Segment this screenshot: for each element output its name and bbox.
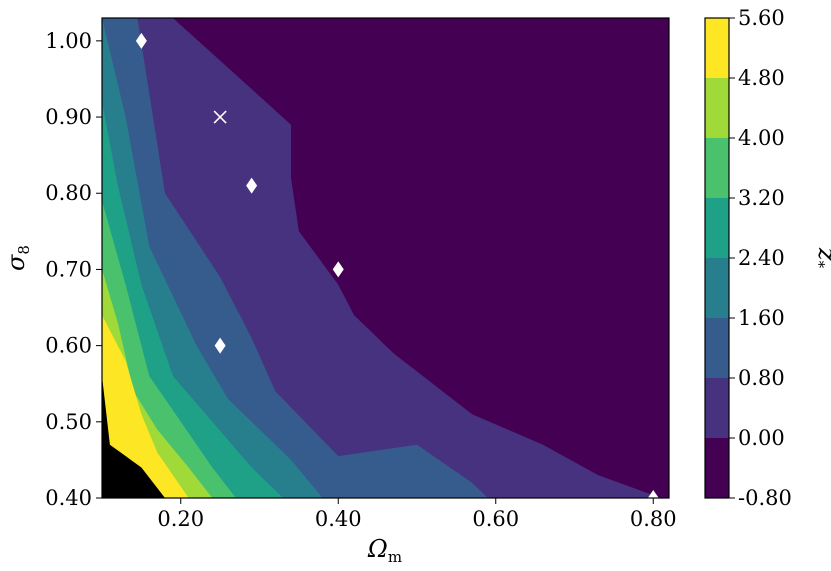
y-tick-label: 0.60 — [45, 334, 92, 358]
y-tick-label: 1.00 — [45, 29, 92, 53]
x-tick-label: 0.60 — [472, 507, 519, 531]
data-markers — [135, 32, 659, 498]
colorbar-tick-label: 4.00 — [738, 126, 785, 150]
x-tick-label: 0.80 — [630, 507, 677, 531]
colorbar-tick-label: 2.40 — [738, 246, 785, 270]
colorbar-segment — [705, 258, 729, 318]
colorbar-tick-label: 4.80 — [738, 66, 785, 90]
marker-diamond — [246, 177, 258, 194]
plot-frame — [101, 17, 670, 499]
y-tick-label: 0.70 — [45, 257, 92, 281]
y-tick-label: 0.90 — [45, 105, 92, 129]
marker-diamond — [647, 490, 659, 498]
colorbar-tick-label: 3.20 — [738, 186, 785, 210]
colorbar-segment — [705, 198, 729, 258]
colorbar-tick-label: 0.80 — [738, 366, 785, 390]
colorbar-segment — [705, 78, 729, 138]
x-axis-label: Ωm — [367, 535, 402, 566]
colorbar-tick-label: 5.60 — [738, 6, 785, 30]
y-tick-label: 0.80 — [45, 181, 92, 205]
y-axis-label: σ8 — [2, 245, 33, 271]
colorbar-label: z* — [810, 247, 831, 269]
colorbar-ticks: -0.80 0.00 0.80 1.60 2.40 3.20 4.00 4.80 5.60 — [729, 6, 792, 510]
colorbar-tick-label: 1.60 — [738, 306, 785, 330]
marker-diamond — [214, 337, 226, 354]
y-axis: 0.40 0.50 0.60 0.70 0.80 0.90 1.00 — [45, 29, 102, 510]
colorbar-segment — [705, 318, 729, 378]
colorbar-segment — [705, 438, 729, 498]
x-axis: 0.20 0.40 0.60 0.80 — [157, 498, 677, 531]
y-tick-label: 0.40 — [45, 486, 92, 510]
x-tick-label: 0.40 — [315, 507, 362, 531]
colorbar-segment — [705, 378, 729, 438]
marker-diamond — [332, 261, 344, 278]
contour-band-7 — [102, 315, 189, 498]
colorbar-segment — [705, 18, 729, 78]
colorbar-tick-label: -0.80 — [738, 486, 792, 510]
x-tick-label: 0.20 — [157, 507, 204, 531]
colorbar-tick-label: 0.00 — [738, 426, 785, 450]
colorbar — [705, 18, 729, 498]
contour-band-8 — [102, 376, 165, 498]
marker-x — [213, 110, 227, 124]
y-tick-label: 0.50 — [45, 410, 92, 434]
colorbar-segment — [705, 138, 729, 198]
contour-regions — [102, 18, 669, 498]
marker-diamond — [135, 32, 147, 49]
